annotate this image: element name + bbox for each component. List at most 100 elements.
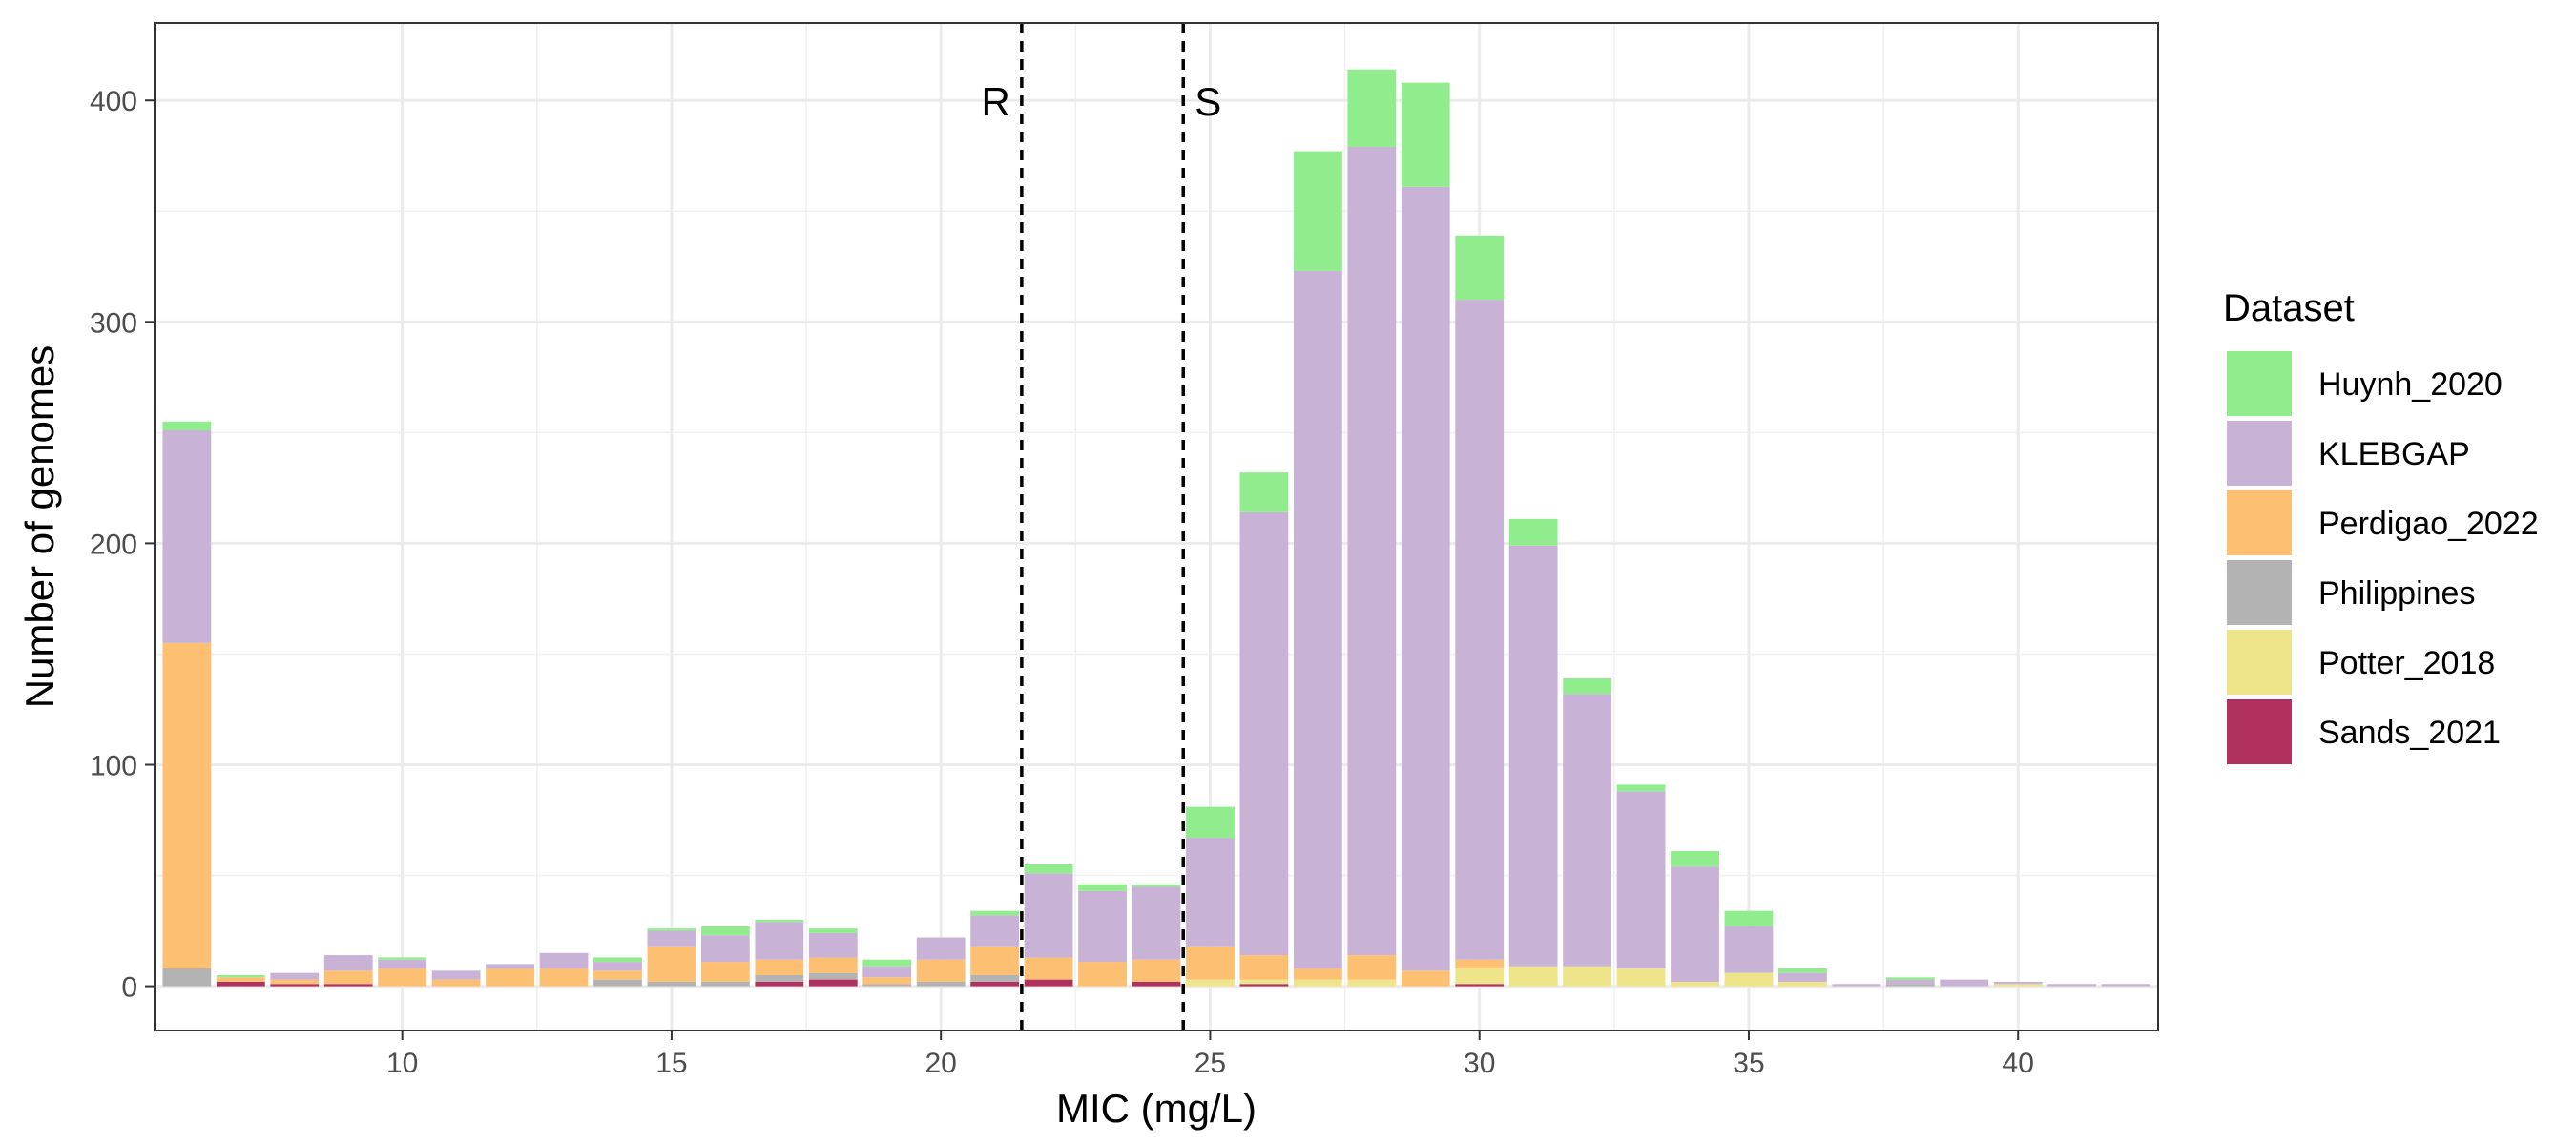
bar-segment [1508, 545, 1558, 967]
bar-segment [1563, 966, 1612, 987]
bar-segment [486, 968, 534, 987]
bar-segment [755, 981, 804, 987]
bar-segment [700, 926, 750, 936]
bar-segment [270, 984, 320, 987]
legend-label: Philippines [2318, 575, 2475, 612]
bar-segment [1885, 979, 1935, 985]
bar-segment [1563, 694, 1612, 967]
bar-segment [1724, 972, 1774, 987]
legend-swatch [2227, 421, 2292, 486]
bar-segment [216, 981, 265, 987]
y-tick-label: 300 [90, 307, 137, 339]
bar-segment [378, 959, 427, 969]
y-tick-label: 100 [90, 750, 137, 781]
bar-segment [1293, 151, 1342, 271]
bar-segment [1132, 886, 1181, 960]
legend-swatch [2227, 560, 2292, 625]
x-tick-label: 35 [1733, 1048, 1764, 1079]
bar-segment [1616, 784, 1666, 792]
bar-segment [1078, 884, 1127, 891]
bar-segment [1885, 977, 1935, 980]
bar-segment [1293, 979, 1342, 987]
bar-segment [162, 642, 212, 969]
bar-segment [647, 930, 696, 947]
bar-segment [1347, 979, 1397, 987]
bar-segment [162, 430, 212, 643]
bar-segment [1778, 972, 1827, 982]
bar-segment [1508, 966, 1558, 987]
bar-segment [1024, 864, 1073, 874]
bar-segment [431, 970, 481, 980]
bar-segment [1024, 979, 1073, 987]
bar-segment [1024, 873, 1073, 958]
legend-label: KLEBGAP [2318, 436, 2470, 472]
bar-segment [1239, 984, 1289, 987]
legend: Dataset Huynh_2020 KLEBGAP Perdigao_2022 Ph… [2223, 287, 2539, 764]
bar-segment [808, 928, 858, 933]
bar-segment [1724, 910, 1774, 926]
bar-segment [862, 977, 912, 985]
bar-segment [323, 984, 373, 987]
legend-label: Huynh_2020 [2318, 366, 2503, 403]
bar-segment [1671, 851, 1719, 867]
bar-segment [1293, 270, 1342, 969]
breakpoint-label: S [1195, 79, 1221, 124]
bar-segment [1347, 955, 1397, 980]
x-tick-label: 15 [655, 1048, 687, 1079]
bar-segment [1186, 979, 1235, 987]
bar-segment [539, 968, 589, 987]
bar-segment [647, 928, 696, 931]
legend-swatch [2227, 490, 2292, 555]
bar-segment [1186, 838, 1235, 947]
bar-segment [647, 981, 696, 987]
bar-segment [1239, 511, 1289, 956]
bar-segment [808, 972, 858, 980]
bar-segment [808, 932, 858, 958]
bar-segment [1455, 959, 1505, 969]
bar-segment [1616, 791, 1666, 969]
bar-segment [539, 952, 589, 969]
bar-segment [1993, 984, 2043, 987]
bar-segment [270, 972, 320, 980]
bar-segment [1078, 890, 1127, 963]
bar-segment [700, 935, 750, 963]
bar-segment [916, 981, 966, 987]
bar-segment [970, 974, 1020, 982]
legend-label: Sands_2021 [2318, 715, 2501, 751]
y-tick-label: 400 [90, 86, 137, 117]
y-tick-label: 200 [90, 529, 137, 560]
bar-segment [1132, 884, 1181, 887]
bar-segment [1293, 968, 1342, 980]
bars [162, 69, 2150, 987]
bar-segment [162, 421, 212, 431]
bar-segment [1401, 82, 1450, 187]
bar-segment [1186, 946, 1235, 980]
bar-segment [1455, 235, 1505, 301]
bar-segment [862, 966, 912, 978]
bar-segment [162, 968, 212, 987]
x-tick-label: 20 [925, 1048, 957, 1079]
bar-segment [808, 979, 858, 987]
bar-segment [1671, 981, 1719, 987]
bar-segment [1563, 677, 1612, 695]
bar-segment [593, 957, 642, 963]
bar-segment [1239, 472, 1289, 512]
bar-segment [1401, 970, 1450, 987]
bar-segment [323, 970, 373, 985]
bar-segment [1455, 968, 1505, 985]
x-tick-label: 30 [1464, 1048, 1495, 1079]
bar-segment [378, 957, 427, 960]
bar-segment [1455, 984, 1505, 987]
bar-segment [755, 959, 804, 975]
bar-segment [1078, 962, 1127, 987]
bar-segment [1671, 866, 1719, 982]
x-axis-title: MIC (mg/L) [1056, 1086, 1257, 1131]
bar-segment [755, 922, 804, 960]
legend-swatch [2227, 351, 2292, 416]
bar-segment [1132, 981, 1181, 987]
legend-label: Perdigao_2022 [2318, 506, 2539, 542]
bar-segment [216, 974, 265, 978]
bar-segment [1724, 926, 1774, 973]
bar-segment [755, 974, 804, 982]
